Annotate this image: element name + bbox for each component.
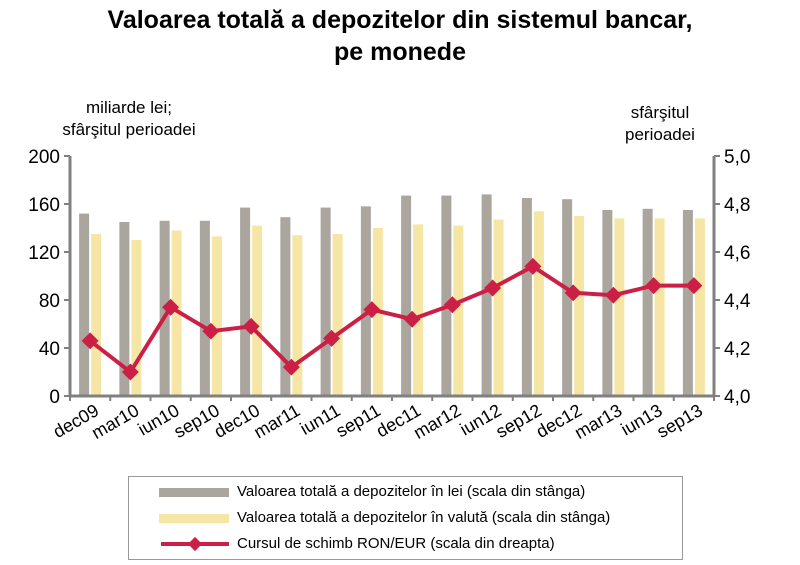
bar-lei-sep12 xyxy=(521,198,532,396)
bar-lei-iun12 xyxy=(481,194,492,396)
bar-valuta-sep10 xyxy=(211,236,222,396)
right-tick-label: 4,6 xyxy=(724,243,750,264)
bars-lei-series xyxy=(79,194,693,396)
bar-valuta-sep12 xyxy=(533,211,544,396)
bars-valuta-series xyxy=(91,211,705,396)
x-tick-label-sep11: sep11 xyxy=(333,400,384,441)
rate-point-sep11 xyxy=(363,301,381,319)
right-tick-label: 4,8 xyxy=(724,195,750,216)
bar-lei-dec10 xyxy=(240,207,251,396)
legend-swatch-lei xyxy=(159,488,229,497)
axes xyxy=(68,156,716,401)
bar-valuta-mar12 xyxy=(453,225,464,396)
rate-point-mar12 xyxy=(443,296,461,314)
bar-valuta-iun13 xyxy=(654,218,665,396)
chart-title: Valoarea totală a depozitelor din sistem… xyxy=(0,4,800,68)
right-axis-label-line-2: perioadei xyxy=(625,125,695,144)
x-tick-label-iun11: iun11 xyxy=(297,400,344,439)
chart-title-line-2: pe monede xyxy=(334,38,466,66)
rate-point-mar10 xyxy=(121,363,139,381)
legend-swatch-rate xyxy=(161,536,229,552)
bar-lei-mar12 xyxy=(441,195,452,396)
bar-valuta-iun12 xyxy=(493,219,504,396)
bar-valuta-iun11 xyxy=(332,234,343,396)
right-axis-label-line-1: sfârşitul xyxy=(631,103,690,122)
x-tick-label-sep13: sep13 xyxy=(653,400,705,442)
left-tick-label: 120 xyxy=(28,243,60,264)
bar-lei-mar13 xyxy=(602,210,613,396)
legend-label-rate: Cursul de schimb RON/EUR (scala din drea… xyxy=(237,535,555,552)
bar-lei-sep10 xyxy=(199,220,210,396)
rate-point-sep10 xyxy=(202,322,220,340)
rate-point-iun11 xyxy=(323,329,341,347)
bar-lei-dec12 xyxy=(562,199,573,396)
legend-item-lei: Valoarea totală a depozitelor în lei (sc… xyxy=(129,482,682,502)
bar-valuta-dec12 xyxy=(574,216,585,396)
rate-line xyxy=(88,264,694,374)
rate-point-iun12 xyxy=(484,279,502,297)
rate-point-mar11 xyxy=(282,358,300,376)
bar-lei-dec09 xyxy=(79,213,90,396)
left-tick-label: 40 xyxy=(39,339,60,360)
bar-lei-iun11 xyxy=(320,207,331,396)
rate-point-dec10 xyxy=(242,317,260,335)
bar-lei-sep13 xyxy=(682,210,693,396)
legend-item-valuta: Valoarea totală a depozitelor în valută … xyxy=(129,508,682,528)
legend-swatch-valuta xyxy=(159,514,229,523)
bar-lei-dec11 xyxy=(401,195,412,396)
legend-label-lei: Valoarea totală a depozitelor în lei (sc… xyxy=(237,483,586,500)
right-tick-label: 4,2 xyxy=(724,339,750,360)
rate-line-series xyxy=(81,257,703,381)
rate-point-iun10 xyxy=(162,298,180,316)
bar-lei-mar11 xyxy=(280,217,291,396)
rate-point-dec11 xyxy=(403,310,421,328)
legend-item-rate: Cursul de schimb RON/EUR (scala din drea… xyxy=(129,534,682,554)
left-tick-label: 0 xyxy=(49,387,60,408)
bar-lei-mar10 xyxy=(119,222,130,396)
bar-valuta-iun10 xyxy=(171,230,182,396)
chart-title-line-1: Valoarea totală a depozitelor din sistem… xyxy=(107,6,693,34)
bar-valuta-sep13 xyxy=(694,218,705,396)
bar-valuta-dec09 xyxy=(91,234,102,396)
legend: Valoarea totală a depozitelor în lei (sc… xyxy=(128,476,683,560)
legend-label-valuta: Valoarea totală a depozitelor în valută … xyxy=(237,509,611,526)
right-axis-ticks: 4,0 4,2 4,4 4,6 4,8 5,0 xyxy=(714,147,751,408)
left-axis-label-line-1: miliarde lei; xyxy=(86,98,172,117)
left-axis-label-line-2: sfârşitul perioadei xyxy=(62,120,195,139)
left-tick-label: 200 xyxy=(28,147,60,168)
right-tick-label: 4,0 xyxy=(724,387,750,408)
bar-valuta-mar13 xyxy=(614,218,625,396)
x-axis-labels: dec09mar10iun10sep10dec10mar11iun11sep11… xyxy=(50,400,706,443)
bar-valuta-mar11 xyxy=(292,235,303,396)
left-tick-label: 160 xyxy=(28,195,60,216)
bar-lei-iun13 xyxy=(642,208,653,396)
bar-valuta-mar10 xyxy=(131,240,142,396)
left-axis-ticks: 0 40 80 120 160 200 xyxy=(28,147,70,408)
bar-valuta-dec11 xyxy=(413,224,424,396)
left-tick-label: 80 xyxy=(39,291,60,312)
chart: miliarde lei; sfârşitul perioadei sfârşi… xyxy=(28,98,751,443)
bar-lei-sep11 xyxy=(360,206,371,396)
right-tick-label: 5,0 xyxy=(724,147,750,168)
bar-valuta-dec10 xyxy=(252,225,263,396)
right-tick-label: 4,4 xyxy=(724,291,751,312)
